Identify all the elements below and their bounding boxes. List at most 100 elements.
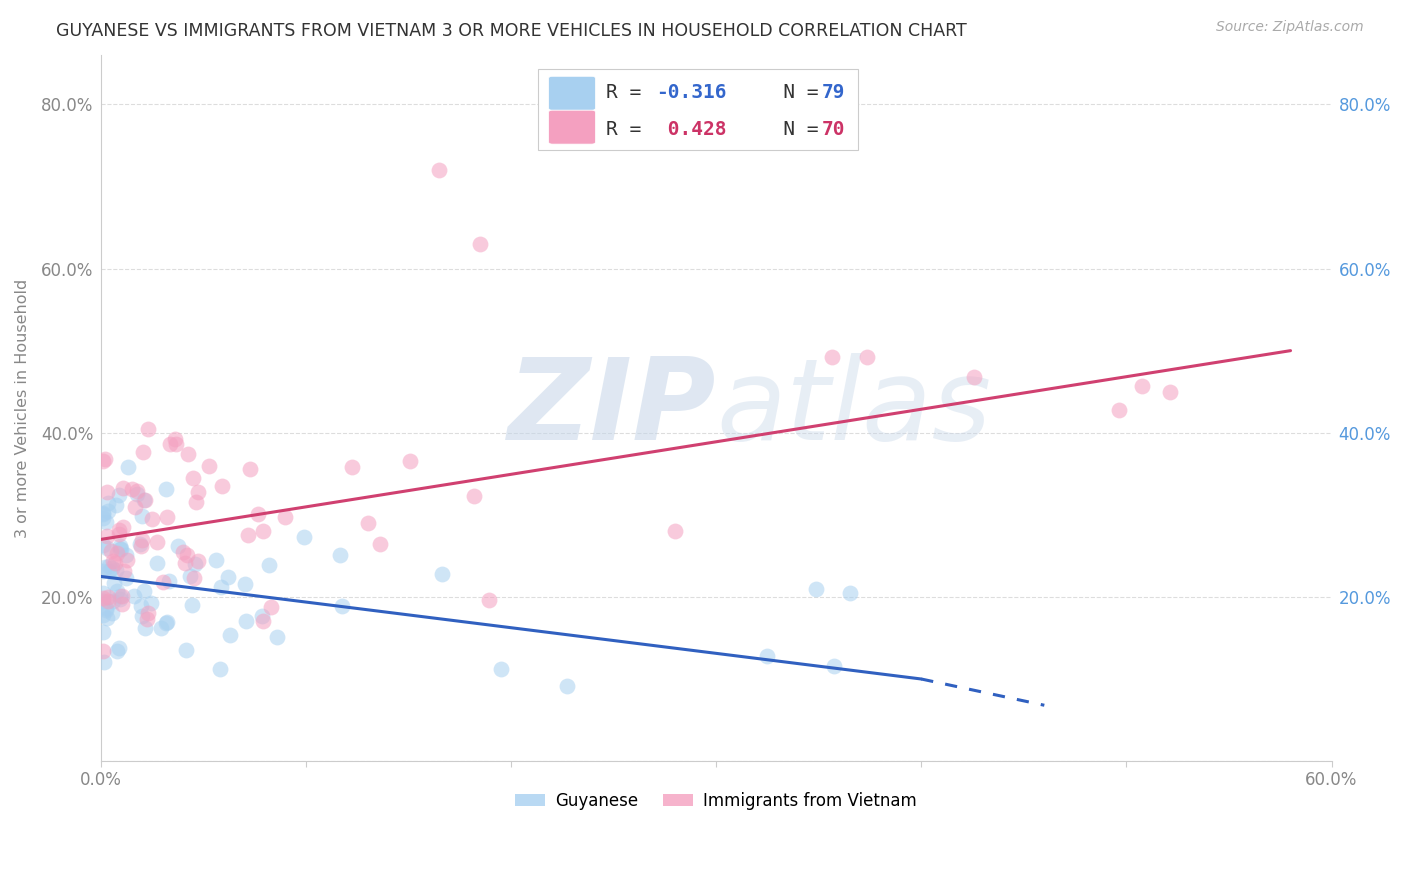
Point xyxy=(342,460,364,475)
Point xyxy=(1108,403,1130,417)
Point xyxy=(91,608,114,623)
Point xyxy=(357,516,380,530)
Point xyxy=(98,565,121,579)
Point xyxy=(96,600,118,615)
Point xyxy=(136,612,159,626)
Point xyxy=(217,569,239,583)
Point xyxy=(105,546,128,560)
Point xyxy=(108,523,131,537)
Point xyxy=(368,537,391,551)
Point xyxy=(166,539,188,553)
FancyBboxPatch shape xyxy=(548,111,595,145)
Point xyxy=(165,432,187,446)
Point xyxy=(124,589,146,603)
Point xyxy=(430,567,453,582)
Point xyxy=(204,553,226,567)
Point xyxy=(101,593,124,607)
Text: N =: N = xyxy=(748,83,831,102)
Point xyxy=(105,584,128,599)
Point xyxy=(328,548,350,562)
Point xyxy=(489,662,512,676)
Point xyxy=(211,479,233,493)
Point xyxy=(110,542,132,557)
Point xyxy=(233,576,256,591)
Point xyxy=(129,599,152,613)
Point xyxy=(839,586,862,600)
Point xyxy=(156,615,179,629)
Point xyxy=(176,549,198,563)
Point xyxy=(235,614,257,628)
Point xyxy=(104,557,127,571)
Point xyxy=(112,520,135,534)
Point xyxy=(292,530,315,544)
Point xyxy=(239,462,262,476)
Point xyxy=(172,545,194,559)
FancyBboxPatch shape xyxy=(548,77,595,111)
Y-axis label: 3 or more Vehicles in Household: 3 or more Vehicles in Household xyxy=(15,278,30,538)
Point xyxy=(124,500,146,514)
Point xyxy=(259,600,281,615)
Point xyxy=(91,624,114,639)
Point xyxy=(399,454,422,468)
Point xyxy=(184,558,207,572)
Point xyxy=(330,599,353,614)
Point xyxy=(105,498,128,512)
Point xyxy=(105,644,128,658)
Point xyxy=(155,615,177,630)
Point xyxy=(97,591,120,605)
Point xyxy=(136,422,159,436)
Point xyxy=(115,571,138,585)
Point xyxy=(132,493,155,508)
Point xyxy=(114,549,136,563)
Point xyxy=(184,495,207,509)
Point xyxy=(111,482,134,496)
Point xyxy=(94,560,117,574)
Point xyxy=(131,533,153,548)
Text: 70: 70 xyxy=(823,120,845,139)
Point xyxy=(236,528,259,542)
Point xyxy=(141,596,163,610)
Point xyxy=(165,436,187,450)
Point xyxy=(557,679,579,693)
Point xyxy=(93,655,115,669)
Point xyxy=(198,458,221,473)
Point xyxy=(108,641,131,656)
Point xyxy=(146,557,169,571)
Point xyxy=(274,510,297,524)
Point xyxy=(91,564,114,578)
Point xyxy=(468,236,491,251)
Point xyxy=(855,351,877,365)
Text: Source: ZipAtlas.com: Source: ZipAtlas.com xyxy=(1216,20,1364,34)
Point xyxy=(91,644,114,658)
Point xyxy=(252,614,274,628)
Point xyxy=(183,571,205,585)
Point xyxy=(963,370,986,384)
Point xyxy=(91,454,114,468)
Point xyxy=(108,540,131,554)
Point xyxy=(132,583,155,598)
Text: ZIP: ZIP xyxy=(508,352,716,464)
Point xyxy=(103,576,125,591)
Point xyxy=(155,482,177,496)
Point xyxy=(821,350,844,364)
Point xyxy=(100,543,122,558)
Point xyxy=(91,511,114,525)
Point xyxy=(97,503,120,517)
Point xyxy=(111,597,134,611)
Point xyxy=(177,446,200,460)
Point xyxy=(208,662,231,676)
Point xyxy=(121,482,143,496)
Point xyxy=(108,526,131,541)
Point xyxy=(141,512,163,526)
Point xyxy=(181,471,204,485)
Point xyxy=(478,592,501,607)
Point xyxy=(132,445,155,459)
Point xyxy=(101,561,124,575)
Text: atlas: atlas xyxy=(716,352,991,464)
Point xyxy=(112,564,135,578)
Point xyxy=(804,582,827,596)
Point xyxy=(96,515,118,529)
Point xyxy=(664,524,686,539)
Point xyxy=(134,492,156,507)
Point xyxy=(94,452,117,467)
